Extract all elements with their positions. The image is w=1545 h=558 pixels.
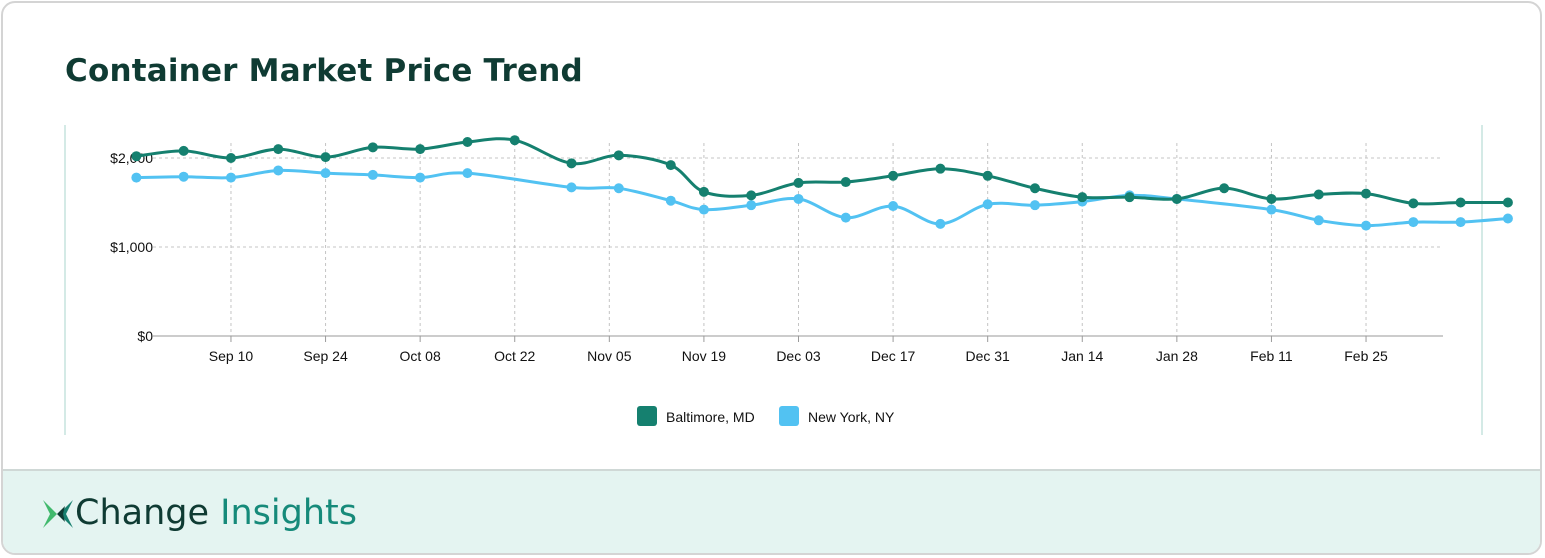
data-point-baltimore-md[interactable] — [1455, 197, 1466, 208]
data-point-new-york-ny[interactable] — [793, 193, 804, 204]
x-tick-label: Sep 24 — [303, 348, 348, 364]
brand-wordmark: Change Insights — [75, 493, 357, 533]
x-tick-label: Jan 28 — [1156, 348, 1198, 364]
chart-title: Container Market Price Trend — [65, 53, 583, 89]
data-point-new-york-ny[interactable] — [935, 218, 946, 229]
data-point-new-york-ny[interactable] — [746, 200, 757, 211]
data-point-new-york-ny[interactable] — [1313, 215, 1324, 226]
data-point-new-york-ny[interactable] — [225, 172, 236, 183]
data-point-new-york-ny[interactable] — [415, 172, 426, 183]
data-point-baltimore-md[interactable] — [225, 153, 236, 163]
x-tick-label: Dec 31 — [965, 348, 1010, 364]
x-tick-label: Sep 10 — [209, 348, 254, 364]
x-tick-label: Feb 11 — [1250, 348, 1293, 364]
data-point-baltimore-md[interactable] — [1077, 192, 1088, 203]
x-tick-label: Nov 19 — [682, 348, 727, 364]
x-tick-label: Oct 08 — [400, 348, 441, 364]
series-line-baltimore-md — [136, 137, 1508, 206]
series-line-new-york-ny — [136, 168, 1509, 228]
data-point-new-york-ny[interactable] — [888, 201, 899, 212]
change-logo-icon — [43, 500, 73, 528]
data-point-baltimore-md[interactable] — [1408, 198, 1419, 209]
data-point-new-york-ny[interactable] — [982, 199, 993, 210]
data-point-new-york-ny[interactable] — [1029, 200, 1040, 211]
data-point-baltimore-md[interactable] — [367, 142, 378, 153]
brand-footer: Change Insights — [3, 469, 1540, 553]
data-point-new-york-ny[interactable] — [131, 172, 142, 183]
data-point-baltimore-md[interactable] — [509, 135, 520, 146]
data-point-new-york-ny[interactable] — [1408, 217, 1419, 228]
brand-secondary: Insights — [220, 493, 357, 533]
data-point-baltimore-md[interactable] — [793, 177, 804, 188]
data-point-new-york-ny[interactable] — [462, 168, 473, 179]
x-tick-label: Jan 14 — [1061, 348, 1103, 364]
data-point-baltimore-md[interactable] — [273, 144, 284, 155]
data-point-baltimore-md[interactable] — [698, 186, 709, 197]
data-point-baltimore-md[interactable] — [1219, 183, 1230, 194]
data-point-baltimore-md[interactable] — [982, 170, 993, 181]
data-point-baltimore-md[interactable] — [1502, 197, 1513, 208]
data-point-new-york-ny[interactable] — [320, 168, 331, 179]
data-point-baltimore-md[interactable] — [888, 170, 899, 181]
legend: Baltimore, MD New York, NY — [637, 406, 895, 426]
data-point-new-york-ny[interactable] — [273, 165, 284, 176]
x-tick-label: Nov 05 — [587, 348, 632, 364]
data-point-baltimore-md[interactable] — [131, 151, 142, 162]
y-tick-label: $0 — [137, 328, 153, 344]
data-point-new-york-ny[interactable] — [566, 182, 577, 193]
x-tick-label: Dec 03 — [776, 348, 821, 364]
data-point-baltimore-md[interactable] — [1313, 189, 1324, 200]
y-tick-label: $2,000 — [110, 150, 153, 166]
data-point-baltimore-md[interactable] — [1124, 192, 1135, 203]
data-point-baltimore-md[interactable] — [1361, 188, 1372, 199]
data-point-new-york-ny[interactable] — [1266, 204, 1277, 215]
data-point-baltimore-md[interactable] — [178, 145, 189, 156]
data-point-new-york-ny[interactable] — [1455, 217, 1466, 228]
data-point-new-york-ny[interactable] — [1361, 220, 1372, 231]
data-point-new-york-ny[interactable] — [613, 183, 624, 194]
x-tick-label: Oct 22 — [494, 348, 535, 364]
data-point-baltimore-md[interactable] — [462, 136, 473, 147]
data-point-baltimore-md[interactable] — [746, 190, 757, 201]
data-point-baltimore-md[interactable] — [613, 150, 624, 161]
data-point-baltimore-md[interactable] — [840, 177, 851, 188]
data-point-baltimore-md[interactable] — [1171, 193, 1182, 204]
data-point-new-york-ny[interactable] — [178, 171, 189, 182]
data-point-baltimore-md[interactable] — [935, 163, 946, 174]
data-point-baltimore-md[interactable] — [665, 160, 676, 171]
brand-primary: Change — [75, 493, 210, 533]
data-point-baltimore-md[interactable] — [566, 158, 577, 169]
x-tick-label: Feb 25 — [1344, 348, 1388, 364]
data-point-baltimore-md[interactable] — [1266, 193, 1277, 204]
data-point-new-york-ny[interactable] — [840, 212, 851, 223]
price-trend-chart: $0 $1,000 $2,000 Sep 10 Sep 24 Oct 08 Oct 22 No… — [64, 125, 1513, 435]
data-point-new-york-ny[interactable] — [698, 204, 709, 215]
y-tick-label: $1,000 — [110, 239, 153, 255]
data-point-new-york-ny[interactable] — [367, 169, 378, 180]
data-point-baltimore-md[interactable] — [1029, 183, 1040, 194]
data-point-baltimore-md[interactable] — [320, 152, 331, 163]
x-tick-label: Dec 17 — [871, 348, 916, 364]
legend-swatch-baltimore-md[interactable] — [637, 406, 657, 426]
data-point-baltimore-md[interactable] — [415, 144, 426, 155]
legend-swatch-new-york-ny[interactable] — [779, 406, 799, 426]
legend-label-new-york-ny[interactable]: New York, NY — [808, 409, 895, 425]
data-point-new-york-ny[interactable] — [665, 195, 676, 206]
legend-label-baltimore-md[interactable]: Baltimore, MD — [666, 409, 755, 425]
data-point-new-york-ny[interactable] — [1502, 213, 1513, 224]
